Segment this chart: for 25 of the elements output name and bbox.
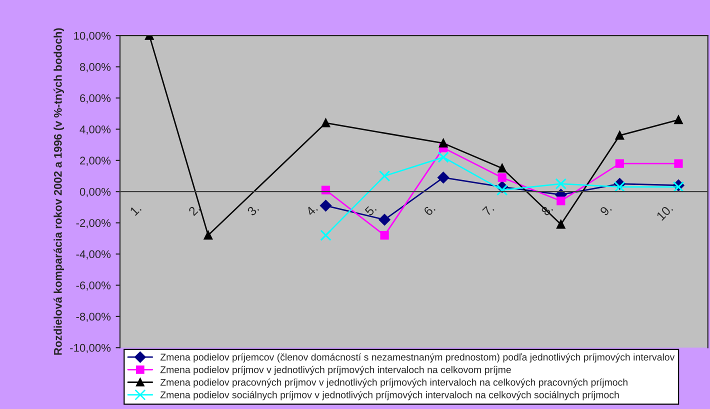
y-tick-label: 8,00% <box>80 63 111 72</box>
y-tick-label: -2,00% <box>76 219 111 228</box>
y-tick-label: -10,00% <box>70 344 111 354</box>
y-tick-label: -4,00% <box>76 250 111 260</box>
legend-label: Zmena podielov pracovných príjmov v jednotlivých príjmových intervaloch na celkových pracovných príjmoch <box>160 378 628 388</box>
y-tick-label: 0,00% <box>80 188 111 198</box>
y-tick-label: -6,00% <box>76 282 111 291</box>
x-tick-label: 1. <box>130 204 142 216</box>
legend-label: Zmena podielov príjmov v jednotlivých príjmových intervaloch na celkovom príjme <box>160 366 511 376</box>
x-tick-label: 4. <box>305 204 318 216</box>
x-tick-label: 5. <box>364 204 377 216</box>
legend-label: Zmena podielov príjemcov (členov domácností s nezamestnaným prednostom) podľa jednotlivých príjmových intervalov <box>160 353 675 363</box>
legend-label: Zmena podielov sociálnych príjmov v jednotlivých príjmových intervaloch na celkových sociálnych príjmoch <box>160 391 619 400</box>
y-tick-label: 6,00% <box>80 94 111 104</box>
x-tick-label: 3. <box>246 204 260 216</box>
x-tick-label: 2. <box>188 204 200 216</box>
x-tick-label: 10. <box>656 204 674 221</box>
y-tick-label: -8,00% <box>76 312 111 322</box>
y-tick-label: 4,00% <box>80 125 111 135</box>
y-tick-label: 10,00% <box>74 32 111 42</box>
y-axis-title: Rozdielová komparácia rokov 2002 a 1996 (v %-tných bodoch) <box>54 28 64 355</box>
x-tick-label: 6. <box>423 204 436 216</box>
x-tick-label: 7. <box>482 204 494 216</box>
x-tick-label: 9. <box>600 204 612 216</box>
y-tick-label: 2,00% <box>80 156 111 166</box>
